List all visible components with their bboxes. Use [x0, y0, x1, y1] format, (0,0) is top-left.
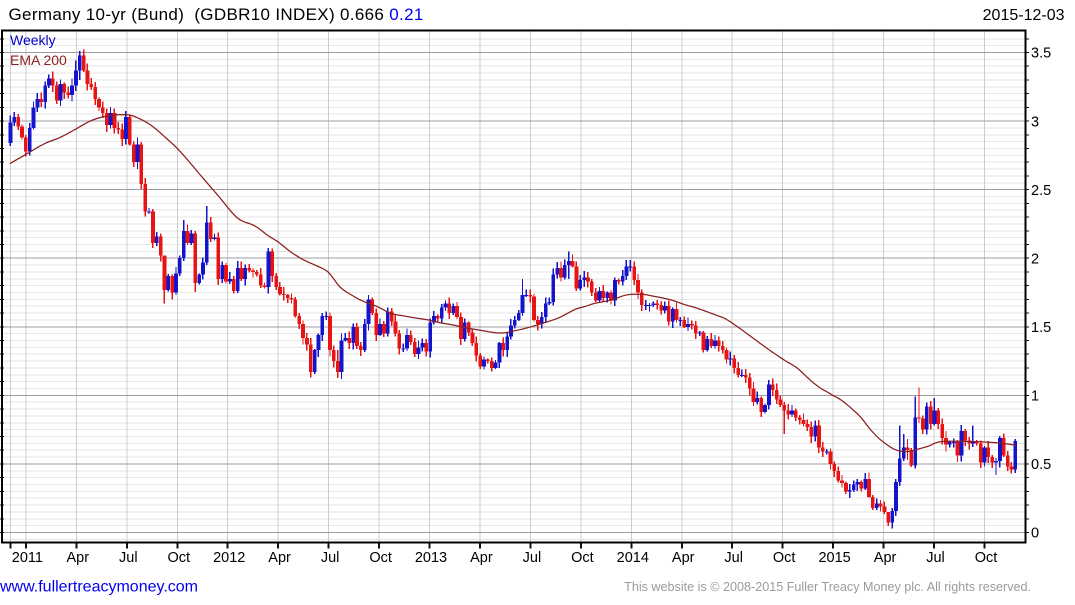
svg-text:2015-12-03: 2015-12-03 — [983, 7, 1065, 24]
svg-text:0.5: 0.5 — [1031, 457, 1051, 473]
svg-text:2.5: 2.5 — [1031, 183, 1051, 199]
svg-text:Oct: Oct — [975, 550, 998, 566]
svg-text:Apr: Apr — [268, 550, 291, 566]
svg-text:Oct: Oct — [571, 550, 594, 566]
svg-text:www.fullertreacymoney.com: www.fullertreacymoney.com — [0, 579, 198, 596]
svg-text:Weekly: Weekly — [10, 32, 56, 48]
svg-text:This website is © 2008-2015 Fu: This website is © 2008-2015 Fuller Treac… — [624, 580, 1031, 594]
svg-text:Germany 10-yr (Bund) (GDBR10: Germany 10-yr (Bund) (GDBR10 INDEX) 0.66… — [9, 5, 424, 24]
svg-text:Jul: Jul — [321, 550, 340, 566]
svg-text:1: 1 — [1031, 389, 1039, 405]
svg-text:Jul: Jul — [724, 550, 743, 566]
svg-text:Jul: Jul — [119, 550, 138, 566]
svg-text:Jul: Jul — [523, 550, 542, 566]
svg-text:2011: 2011 — [12, 550, 43, 566]
svg-text:2015: 2015 — [818, 550, 850, 566]
svg-text:1.5: 1.5 — [1031, 320, 1051, 336]
svg-text:Oct: Oct — [369, 550, 392, 566]
svg-text:Apr: Apr — [874, 550, 897, 566]
svg-text:Apr: Apr — [67, 550, 90, 566]
svg-text:Jul: Jul — [926, 550, 945, 566]
svg-text:Apr: Apr — [672, 550, 695, 566]
svg-text:Oct: Oct — [168, 550, 191, 566]
svg-text:3: 3 — [1031, 114, 1039, 130]
svg-text:Oct: Oct — [773, 550, 796, 566]
svg-text:3.5: 3.5 — [1031, 46, 1051, 62]
svg-text:2: 2 — [1031, 251, 1039, 267]
svg-text:2013: 2013 — [415, 550, 447, 566]
svg-text:EMA 200: EMA 200 — [10, 52, 67, 68]
svg-text:2012: 2012 — [213, 550, 245, 566]
svg-text:0: 0 — [1031, 526, 1039, 542]
svg-text:Apr: Apr — [470, 550, 493, 566]
svg-text:2014: 2014 — [617, 550, 649, 566]
